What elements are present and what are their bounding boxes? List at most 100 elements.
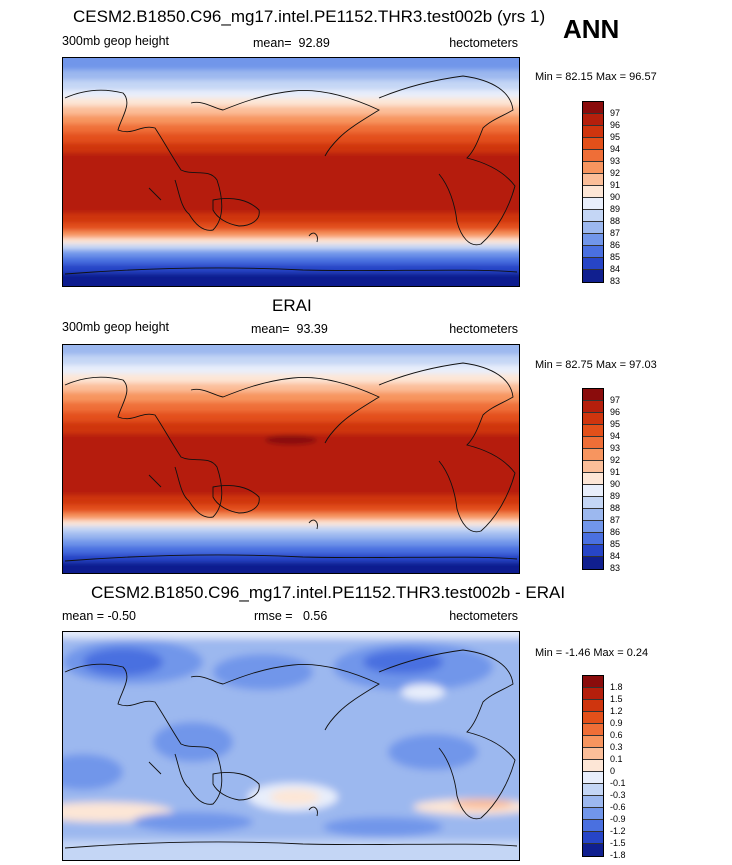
panel3-colorbar-cell xyxy=(583,784,603,796)
colorbar-tick: 0 xyxy=(610,766,616,776)
colorbar-tick: 0.9 xyxy=(610,718,623,728)
panel3-units: hectometers xyxy=(449,609,518,623)
panel2-colorbar-cell xyxy=(583,545,603,557)
season-label: ANN xyxy=(563,14,620,44)
colorbar-tick: -0.9 xyxy=(610,814,626,824)
colorbar-tick: 0.3 xyxy=(610,742,623,752)
panel1-colorbar-cell xyxy=(583,258,603,270)
colorbar-tick: 1.8 xyxy=(610,682,623,692)
colorbar-tick: 85 xyxy=(610,252,621,262)
panel3-colorbar-cell xyxy=(583,712,603,724)
panel2-minmax: Min = 82.75 Max = 97.03 xyxy=(535,359,657,371)
panel1-units: hectometers xyxy=(449,36,518,50)
panel2-colorbar-cell xyxy=(583,425,603,437)
panel2-mean-label: mean= xyxy=(251,322,290,336)
colorbar-tick: 86 xyxy=(610,240,621,250)
panel3-mean: mean = -0.50 xyxy=(62,609,137,623)
colorbar-tick: 86 xyxy=(610,527,621,537)
colorbar-tick: 84 xyxy=(610,551,621,561)
colorbar-tick: -0.1 xyxy=(610,778,626,788)
panel3-colorbar-cell xyxy=(583,772,603,784)
panel2-colorbar-cell xyxy=(583,521,603,533)
panel3-rmse: rmse = 0.56 xyxy=(254,609,327,623)
panel1-mean-label: mean= xyxy=(253,36,292,50)
colorbar-tick: 97 xyxy=(610,108,621,118)
panel3-minmax: Min = -1.46 Max = 0.24 xyxy=(535,647,649,659)
panel2-colorbar-cell xyxy=(583,485,603,497)
colorbar-tick: 95 xyxy=(610,132,621,142)
panel1-colorbar-cell xyxy=(583,210,603,222)
panel1-colorbar-cell xyxy=(583,114,603,126)
panel3-colorbar-cell xyxy=(583,760,603,772)
panel1-variable: 300mb geop height xyxy=(62,34,170,48)
colorbar-tick: 96 xyxy=(610,120,621,130)
colorbar-tick: 0.1 xyxy=(610,754,623,764)
colorbar-tick: -0.3 xyxy=(610,790,626,800)
colorbar-tick: 94 xyxy=(610,144,621,154)
panel3-colorbar-cell xyxy=(583,820,603,832)
panel2-colorbar-cell xyxy=(583,401,603,413)
colorbar-tick: -1.2 xyxy=(610,826,626,836)
colorbar-tick: -1.8 xyxy=(610,850,626,860)
panel3-colorbar-cell xyxy=(583,724,603,736)
panel2-colorbar-cell xyxy=(583,509,603,521)
colorbar-tick: 1.5 xyxy=(610,694,623,704)
colorbar-tick: 97 xyxy=(610,395,621,405)
panel2-colorbar xyxy=(582,388,604,570)
colorbar-tick: 91 xyxy=(610,180,621,190)
panel2-colorbar-cell xyxy=(583,557,603,569)
panel2-colorbar-cell xyxy=(583,497,603,509)
panel3-colorbar xyxy=(582,675,604,857)
panel1-colorbar-cell xyxy=(583,270,603,282)
panel3-colorbar-cell xyxy=(583,796,603,808)
panel3-colorbar-cell xyxy=(583,736,603,748)
panel1-colorbar-cell xyxy=(583,102,603,114)
panel3-title: CESM2.B1850.C96_mg17.intel.PE1152.THR3.t… xyxy=(91,583,566,602)
panel2-title: ERAI xyxy=(272,296,312,315)
colorbar-tick: 94 xyxy=(610,431,621,441)
panel3-colorbar-cell xyxy=(583,700,603,712)
colorbar-tick: 92 xyxy=(610,168,621,178)
panel3-colorbar-cell xyxy=(583,832,603,844)
colorbar-tick: -1.5 xyxy=(610,838,626,848)
panel3-rmse-label: rmse = xyxy=(254,609,293,623)
colorbar-tick: 89 xyxy=(610,204,621,214)
colorbar-tick: 90 xyxy=(610,479,621,489)
colorbar-tick: 89 xyxy=(610,491,621,501)
panel2-colorbar-cell xyxy=(583,533,603,545)
panel2-colorbar-cell xyxy=(583,473,603,485)
panel2-colorbar-cell xyxy=(583,449,603,461)
colorbar-tick: 87 xyxy=(610,228,621,238)
panel1-colorbar-cell xyxy=(583,198,603,210)
panel1-colorbar-cell xyxy=(583,246,603,258)
panel2-colorbar-cell xyxy=(583,461,603,473)
panel3-rmse-value: 0.56 xyxy=(302,609,328,623)
colorbar-tick: -0.6 xyxy=(610,802,626,812)
panel1-colorbar-cell xyxy=(583,174,603,186)
colorbar-tick: 88 xyxy=(610,503,621,513)
panel1-minmax: Min = 82.15 Max = 96.57 xyxy=(535,71,657,83)
panel3-colorbar-cell xyxy=(583,748,603,760)
colorbar-tick: 91 xyxy=(610,467,621,477)
colorbar-tick: 0.6 xyxy=(610,730,623,740)
panel1-colorbar-cell xyxy=(583,222,603,234)
panel1-colorbar-cell xyxy=(583,138,603,150)
panel2-units: hectometers xyxy=(449,322,518,336)
panel2-mean: mean= 93.39 xyxy=(251,322,328,336)
colorbar-tick: 88 xyxy=(610,216,621,226)
panel2-variable: 300mb geop height xyxy=(62,320,170,334)
colorbar-tick: 1.2 xyxy=(610,706,623,716)
panel3-colorbar-cell xyxy=(583,688,603,700)
panel2-colorbar-cell xyxy=(583,413,603,425)
panel2-colorbar-cell xyxy=(583,389,603,401)
colorbar-tick: 85 xyxy=(610,539,621,549)
panel1-colorbar-cell xyxy=(583,234,603,246)
panel1-colorbar xyxy=(582,101,604,283)
panel1-colorbar-cell xyxy=(583,150,603,162)
panel1-colorbar-cell xyxy=(583,186,603,198)
panel1-map xyxy=(62,57,520,287)
panel2-mean-value: 93.39 xyxy=(296,322,328,336)
colorbar-tick: 93 xyxy=(610,156,621,166)
colorbar-tick: 83 xyxy=(610,563,621,573)
panel1-mean: mean= 92.89 xyxy=(253,36,330,50)
